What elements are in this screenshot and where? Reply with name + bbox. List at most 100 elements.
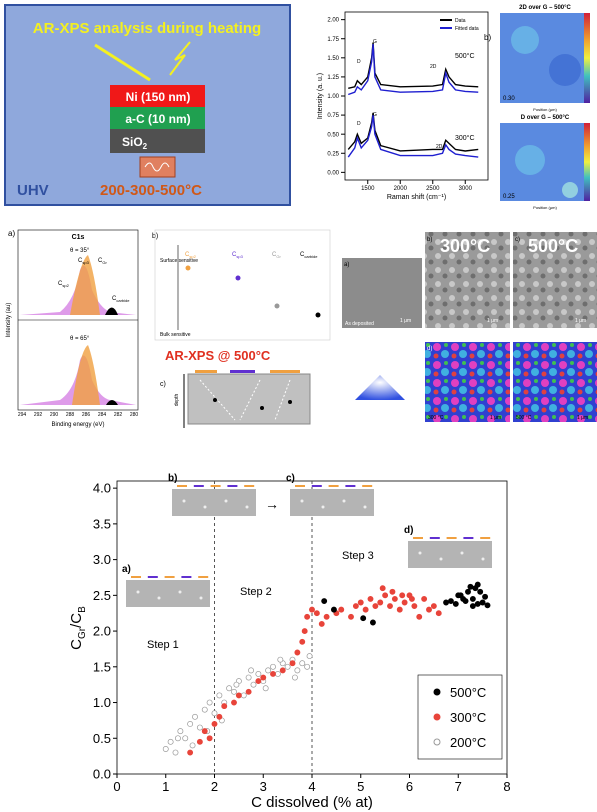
point bbox=[172, 749, 179, 756]
layer bbox=[270, 370, 300, 373]
peak bbox=[72, 345, 100, 405]
point bbox=[430, 603, 437, 610]
y-tick-label: 2.00 bbox=[327, 18, 339, 24]
y-tick-label: 0.00 bbox=[327, 170, 339, 176]
inset-dot bbox=[418, 551, 422, 555]
point bbox=[206, 699, 213, 706]
line bbox=[347, 112, 479, 152]
depth-panel: b) Surface sensitive Bulk sensitive Csp2… bbox=[152, 229, 331, 341]
inset-dot bbox=[342, 499, 346, 503]
layer-label: SiO2 bbox=[122, 135, 148, 151]
raman-chart: 1500 2000 2500 3000 0.00 0.25 0.50 0.75 1.00 1.25… bbox=[317, 11, 489, 201]
annotation: G bbox=[373, 39, 377, 45]
point bbox=[306, 653, 313, 660]
point bbox=[299, 660, 306, 667]
column-label: CGr bbox=[272, 252, 281, 259]
point bbox=[211, 710, 218, 717]
text: sp3 bbox=[236, 254, 243, 259]
point bbox=[474, 581, 481, 588]
text: 2 bbox=[143, 142, 148, 151]
inset-layer bbox=[210, 485, 221, 487]
inset-dot bbox=[439, 557, 443, 561]
point bbox=[352, 603, 359, 610]
column-label: Csp3 bbox=[232, 252, 244, 259]
legend-label: 200°C bbox=[450, 735, 486, 750]
point bbox=[201, 728, 208, 735]
point bbox=[362, 606, 369, 613]
inset-layer bbox=[345, 485, 356, 487]
inset-layer bbox=[244, 485, 255, 487]
y-tick-label: 0.75 bbox=[327, 113, 339, 119]
point bbox=[187, 749, 194, 756]
point bbox=[233, 681, 240, 688]
point bbox=[379, 585, 386, 592]
text: Gr bbox=[102, 260, 107, 265]
map-blob bbox=[562, 182, 578, 198]
micrographs: a) b) c) 300°C 500°C As deposited 1 μm 1… bbox=[342, 232, 597, 422]
scale-label: 1 μm bbox=[490, 415, 501, 421]
scale-label: 1 μm bbox=[575, 318, 586, 324]
annotation: 500°C bbox=[455, 52, 475, 60]
heater bbox=[139, 156, 176, 178]
point bbox=[299, 638, 306, 645]
point bbox=[185, 265, 191, 271]
inset-layer bbox=[311, 485, 322, 487]
inset-layer bbox=[177, 485, 187, 487]
inset-label: b) bbox=[168, 473, 177, 484]
y-tick-label: 1.25 bbox=[327, 75, 339, 81]
map-title: D over G – 500°C bbox=[521, 115, 570, 121]
legend-box bbox=[417, 674, 503, 760]
main-chart: 0 1 2 3 4 5 6 7 8 0.0 0.5 1.0 1.5 2.0 2.5 3.0 3.5 4.0 a) b)… bbox=[68, 473, 511, 811]
ipf-key bbox=[355, 375, 405, 400]
point bbox=[367, 595, 374, 602]
ar-xps-title: AR-XPS @ 500°C bbox=[165, 348, 271, 363]
ebsd-map bbox=[513, 342, 597, 422]
inset-dot bbox=[460, 551, 464, 555]
map-blob bbox=[549, 54, 581, 86]
inset-dot bbox=[245, 505, 249, 509]
annotation: G bbox=[373, 112, 377, 118]
x-tick-label: 2000 bbox=[394, 186, 408, 192]
point bbox=[399, 592, 406, 599]
peak bbox=[70, 255, 100, 315]
x-tick-label: 3000 bbox=[459, 186, 473, 192]
annotation: 2D bbox=[430, 64, 437, 70]
depth-label: depth bbox=[174, 394, 180, 407]
legend-label: 500°C bbox=[450, 685, 486, 700]
text: carbide bbox=[304, 254, 318, 259]
inset-layer bbox=[227, 485, 238, 487]
point bbox=[452, 600, 459, 607]
inset-substrate bbox=[290, 489, 374, 516]
point bbox=[255, 678, 262, 685]
point bbox=[216, 692, 223, 699]
legend-label: 300°C bbox=[450, 710, 486, 725]
inset-substrate bbox=[126, 580, 210, 607]
line bbox=[348, 42, 479, 90]
panel-label: b) bbox=[427, 237, 432, 243]
map-value: 0.25 bbox=[503, 194, 515, 200]
annotation: 300°C bbox=[455, 134, 475, 142]
depth-bottom: Bulk sensitive bbox=[160, 332, 191, 338]
inset-label: d) bbox=[404, 525, 413, 536]
map-value: 0.30 bbox=[503, 96, 515, 102]
point bbox=[467, 583, 474, 590]
point bbox=[469, 603, 476, 610]
precipitate bbox=[260, 406, 264, 410]
coil bbox=[144, 162, 170, 172]
colorbar bbox=[584, 123, 590, 201]
inset-dot bbox=[300, 499, 304, 503]
text: C bbox=[112, 296, 117, 302]
substrate bbox=[187, 373, 311, 425]
peak-label: CGr bbox=[98, 258, 107, 265]
maps: b) 2D over G – 500°C 0.30 Position (μm) … bbox=[484, 5, 590, 210]
point bbox=[196, 724, 203, 731]
map bbox=[500, 13, 590, 103]
xps-xlabel: Binding energy (eV) bbox=[51, 422, 104, 428]
text: C bbox=[58, 281, 63, 287]
y-tick-label: 4.0 bbox=[93, 481, 111, 496]
ebsd-map bbox=[425, 342, 510, 422]
point bbox=[455, 592, 462, 599]
point bbox=[270, 663, 276, 670]
point bbox=[248, 667, 255, 674]
point bbox=[479, 599, 486, 606]
